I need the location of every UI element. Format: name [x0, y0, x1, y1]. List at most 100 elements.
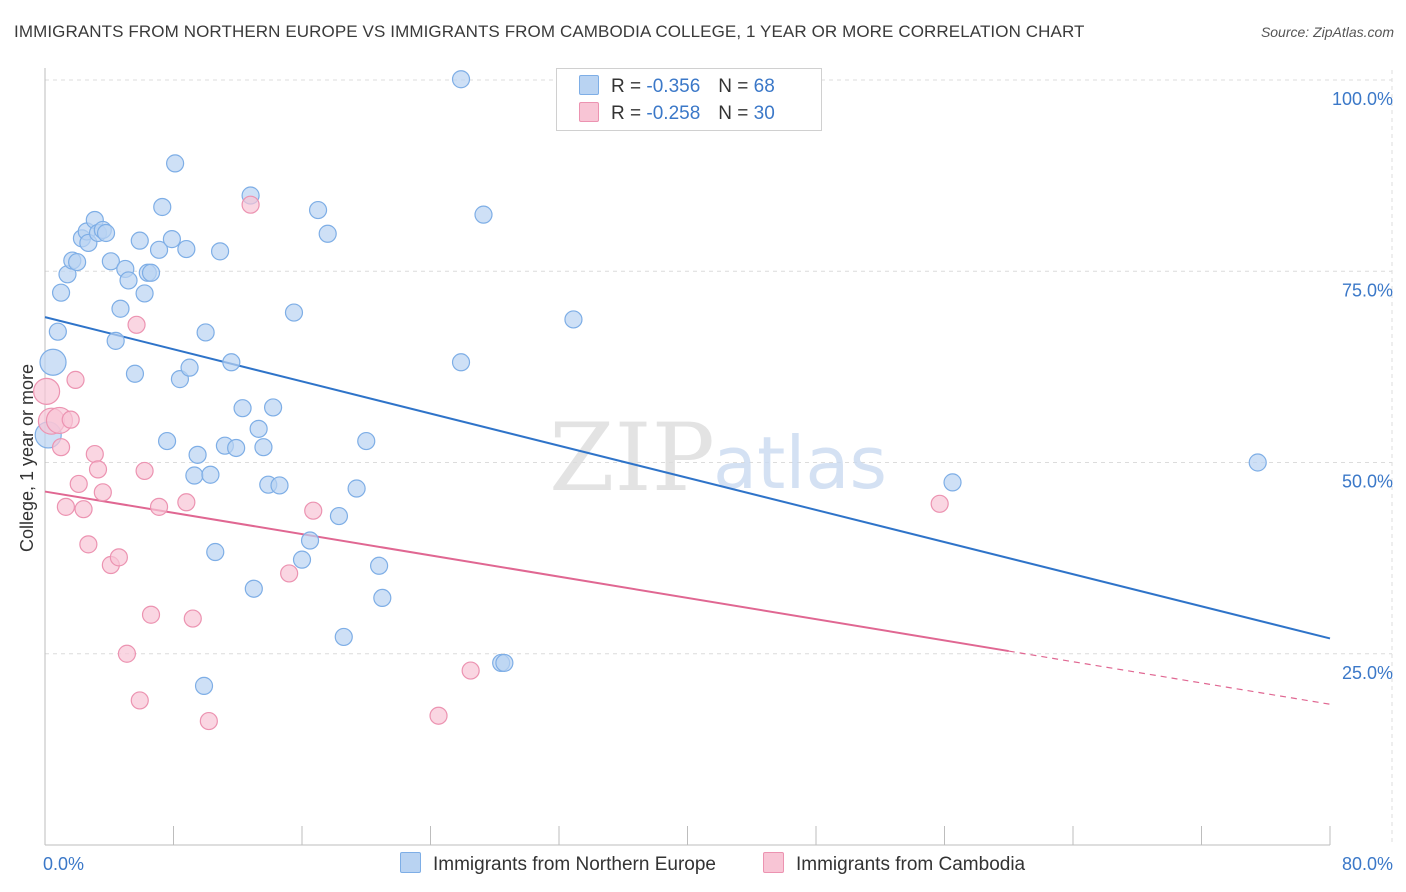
data-point-northern-europe [495, 653, 514, 673]
data-point-cambodia [141, 605, 161, 624]
legend-row-northern-europe: R = -0.356 N = 68 [579, 75, 775, 98]
data-points [33, 70, 1267, 731]
data-point-northern-europe [292, 550, 312, 569]
data-point-northern-europe [96, 223, 116, 243]
data-point-northern-europe [180, 358, 199, 377]
data-point-northern-europe [373, 588, 392, 608]
data-point-northern-europe [135, 284, 154, 303]
data-point-cambodia [109, 548, 128, 567]
data-point-northern-europe [188, 445, 207, 464]
data-point-northern-europe [222, 353, 241, 372]
data-point-cambodia [304, 501, 323, 520]
data-point-cambodia [177, 493, 196, 512]
data-point-cambodia [85, 444, 104, 464]
data-point-northern-europe [166, 154, 185, 173]
data-point-cambodia [127, 315, 146, 334]
data-point-northern-europe [157, 431, 177, 451]
series-swatch-blue [400, 852, 421, 873]
data-point-cambodia [183, 609, 202, 628]
y-tick-label: 25.0% [1342, 663, 1393, 683]
data-point-cambodia [930, 494, 949, 513]
y-tick-label: 100.0% [1332, 89, 1393, 109]
data-point-northern-europe [334, 627, 353, 647]
data-point-cambodia [93, 483, 112, 502]
data-point-northern-europe [119, 271, 138, 290]
data-point-northern-europe [451, 353, 471, 372]
data-point-cambodia [280, 564, 299, 583]
data-point-cambodia [429, 706, 448, 725]
x-tick-label: 0.0% [43, 854, 84, 874]
watermark-atlas: atlas [713, 421, 887, 505]
trend-line-cambodia-extension [1008, 650, 1331, 705]
data-point-northern-europe [564, 310, 583, 329]
data-point-northern-europe [254, 438, 273, 457]
data-point-cambodia [241, 195, 260, 214]
data-point-northern-europe [201, 465, 220, 484]
data-point-northern-europe [130, 231, 149, 250]
legend-n-value: 30 [753, 103, 775, 124]
data-point-northern-europe [125, 364, 145, 383]
series-swatch-pink [763, 852, 784, 873]
data-point-northern-europe [300, 531, 320, 550]
data-point-northern-europe [263, 398, 283, 417]
data-point-northern-europe [68, 252, 87, 272]
data-point-northern-europe [318, 224, 337, 243]
tick-labels: 25.0% 50.0% 75.0% 100.0% 0.0% 80.0% [43, 89, 1393, 874]
data-point-northern-europe [51, 283, 71, 302]
data-point-cambodia [66, 370, 85, 389]
data-point-cambodia [56, 497, 75, 516]
data-point-cambodia [51, 438, 71, 457]
legend-swatch-blue [579, 75, 599, 95]
data-point-cambodia [130, 691, 149, 710]
data-point-northern-europe [111, 299, 130, 318]
data-point-cambodia [33, 377, 61, 405]
data-point-northern-europe [370, 556, 389, 575]
data-point-northern-europe [308, 200, 328, 220]
legend-r-value: -0.356 [646, 76, 701, 97]
legend-n-value: 68 [753, 76, 775, 97]
y-tick-label: 50.0% [1342, 472, 1393, 492]
data-point-northern-europe [357, 431, 376, 451]
data-point-cambodia [117, 644, 137, 663]
data-point-northern-europe [474, 205, 493, 224]
trend-lines [44, 316, 1331, 705]
data-point-northern-europe [249, 419, 268, 438]
legend-r-label: R = [611, 103, 642, 124]
data-point-cambodia [199, 711, 218, 731]
chart-source: Source: ZipAtlas.com [1260, 24, 1394, 40]
data-point-northern-europe [227, 438, 246, 458]
data-point-northern-europe [162, 230, 181, 249]
y-axis-label: College, 1 year or more [17, 364, 37, 552]
data-point-northern-europe [196, 323, 215, 342]
series-legend-cambodia: Immigrants from Cambodia [763, 852, 1025, 876]
data-point-cambodia [135, 461, 154, 481]
data-point-northern-europe [206, 542, 225, 562]
watermark-zip: ZIP [549, 404, 715, 513]
data-point-northern-europe [233, 399, 252, 418]
legend-r-value: -0.258 [646, 103, 701, 124]
data-point-northern-europe [101, 252, 120, 271]
data-point-cambodia [74, 500, 93, 519]
legend-n-label: N = [718, 103, 749, 124]
correlation-legend: R = -0.356 N = 68 R = -0.258 N = 30 [556, 68, 822, 131]
data-point-northern-europe [153, 197, 172, 217]
axes [44, 68, 1331, 846]
data-point-northern-europe [210, 242, 230, 261]
data-point-cambodia [461, 661, 480, 680]
data-point-northern-europe [451, 70, 471, 89]
data-point-northern-europe [194, 676, 214, 695]
trend-line-cambodia [44, 490, 1009, 653]
data-point-northern-europe [177, 239, 196, 259]
data-point-northern-europe [943, 473, 962, 492]
grid-lines [45, 70, 1393, 845]
data-point-cambodia [149, 497, 169, 516]
watermark: ZIP atlas [549, 404, 887, 513]
data-point-northern-europe [1248, 453, 1267, 472]
data-point-cambodia [88, 460, 108, 479]
series-name: Immigrants from Northern Europe [433, 854, 716, 875]
data-point-northern-europe [141, 263, 161, 282]
data-point-cambodia [79, 535, 98, 554]
series-legend-northern-europe: Immigrants from Northern Europe [400, 852, 716, 876]
data-point-northern-europe [347, 479, 366, 498]
